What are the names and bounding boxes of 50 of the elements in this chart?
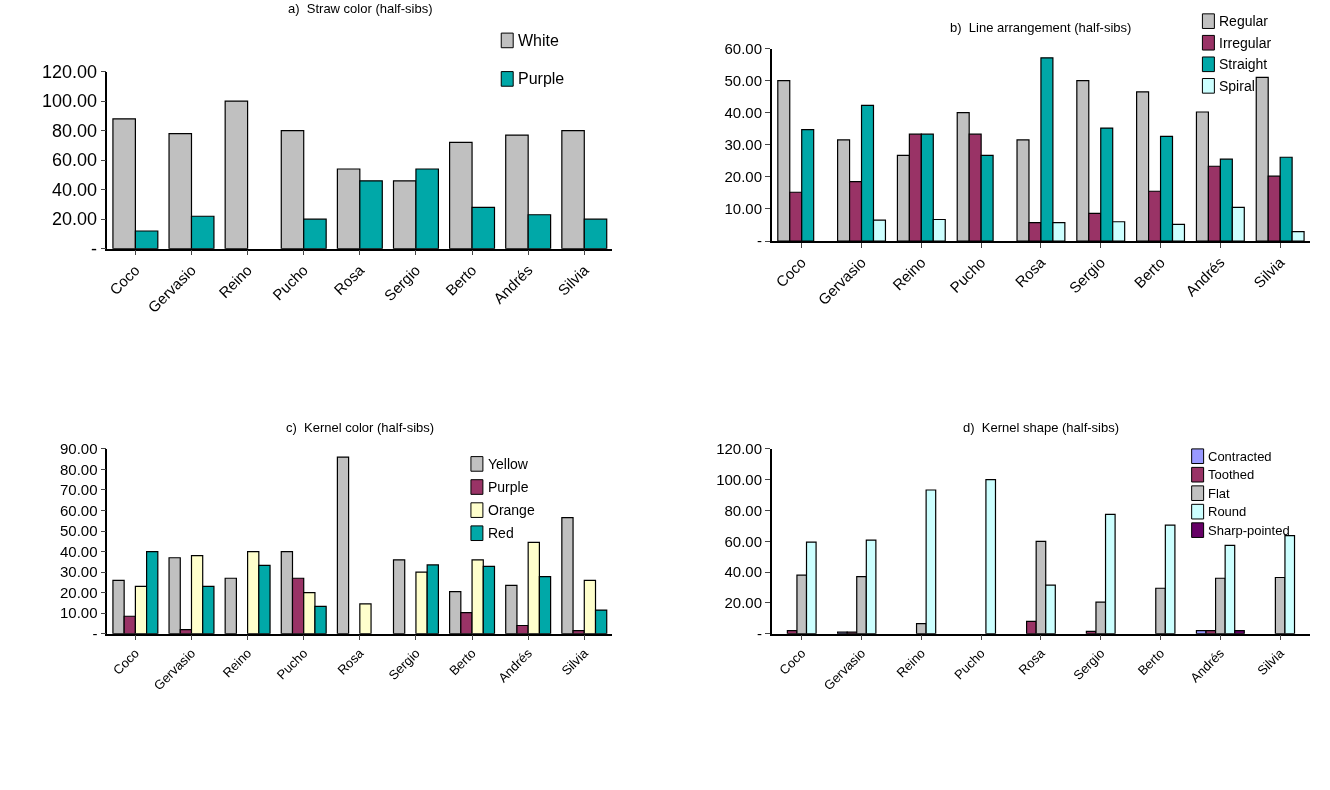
y-tick-label: 60.00 (724, 532, 763, 550)
y-tick-label: 90.00 (60, 440, 98, 458)
y-tick-label: 60.00 (724, 39, 763, 57)
legend-label: Straight (1219, 56, 1268, 72)
y-tick-label: 40.00 (51, 179, 97, 200)
legend-label: Irregular (1219, 35, 1272, 51)
chart-title: c) Kernel color (half-sibs) (286, 420, 435, 435)
y-tick-label: 10.00 (60, 604, 98, 622)
legend-label: Sharp-pointed (1208, 523, 1290, 538)
legend-label: Red (488, 525, 514, 541)
y-tick-label: 10.00 (724, 200, 763, 218)
y-tick-label: 50.00 (724, 71, 763, 89)
y-tick-label: - (92, 624, 98, 642)
legend-label: Regular (1219, 13, 1269, 29)
chart-title: d) Kernel shape (half-sibs) (963, 420, 1120, 435)
y-tick-label: 60.00 (51, 150, 97, 171)
y-tick-label: 100.00 (716, 470, 763, 488)
y-tick-label: 20.00 (51, 209, 97, 230)
y-tick-label: 30.00 (60, 563, 98, 581)
y-tick-label: 70.00 (60, 481, 98, 499)
legend-label: Yellow (488, 456, 529, 472)
y-tick-label: 120.00 (716, 440, 763, 458)
legend-label: Spiral (1219, 78, 1255, 94)
legend-label: Orange (488, 502, 535, 518)
legend-label: Purple (518, 70, 565, 87)
legend-label: Toothed (1208, 467, 1255, 482)
y-tick-label: 40.00 (724, 563, 763, 581)
y-tick-label: 20.00 (724, 168, 763, 186)
y-tick-label: - (757, 624, 763, 642)
y-tick-label: 50.00 (60, 522, 98, 540)
chart-title: a) Straw color (half-sibs) (288, 1, 433, 16)
y-tick-label: - (757, 232, 763, 250)
y-tick-label: 80.00 (724, 501, 763, 519)
legend-label: White (518, 32, 559, 49)
legend-label: Round (1208, 504, 1247, 519)
y-tick-label: 20.00 (60, 583, 98, 601)
y-tick-label: 100.00 (41, 91, 97, 112)
y-tick-label: 80.00 (60, 460, 98, 478)
y-tick-label: 60.00 (60, 501, 98, 519)
chart-title: b) Line arrangement (half-sibs) (950, 20, 1132, 35)
y-tick-label: 40.00 (724, 103, 763, 121)
y-tick-label: 120.00 (41, 61, 97, 82)
y-tick-label: 80.00 (51, 120, 97, 141)
y-tick-label: 40.00 (60, 542, 98, 560)
legend-label: Purple (488, 479, 529, 495)
y-tick-label: 20.00 (724, 594, 763, 612)
y-tick-label: - (90, 239, 97, 259)
legend-label: Contracted (1208, 449, 1272, 464)
legend-label: Flat (1208, 486, 1231, 501)
y-tick-label: 30.00 (724, 136, 763, 153)
